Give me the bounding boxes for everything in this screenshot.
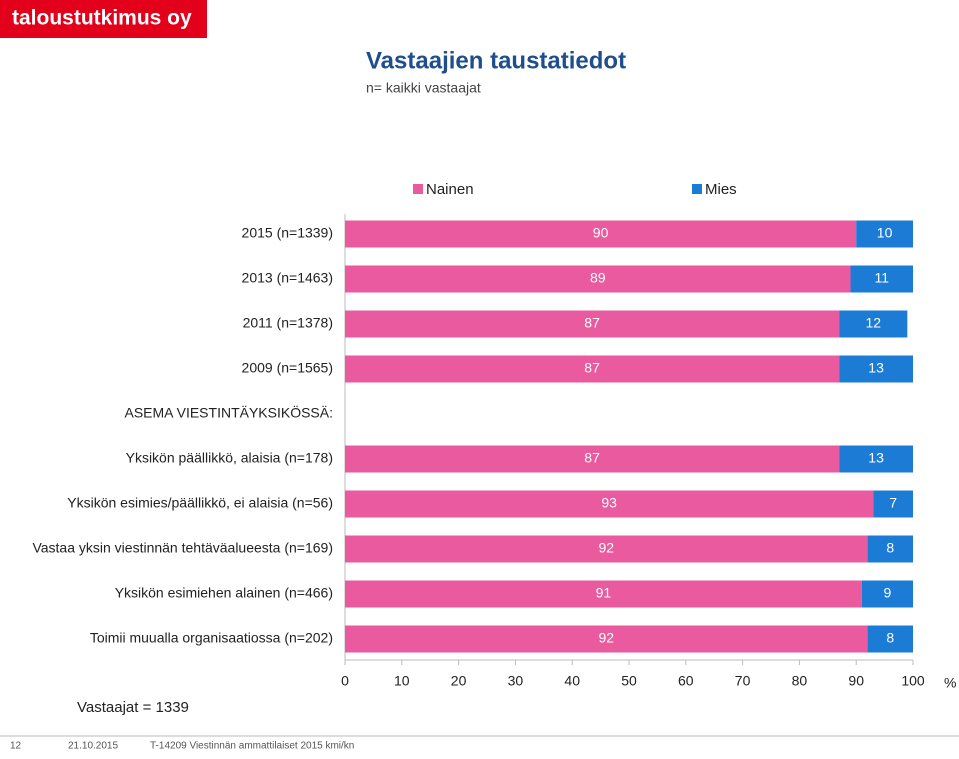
x-tick-label: 80 xyxy=(792,673,808,689)
footer-page: 12 xyxy=(10,741,22,752)
x-tick-label: 40 xyxy=(564,673,580,689)
bar-segment xyxy=(345,535,868,563)
x-tick-label: 70 xyxy=(735,673,751,689)
y-tick-label: ASEMA VIESTINTÄYKSIKÖSSÄ: xyxy=(124,404,333,421)
bar-segment xyxy=(345,310,840,338)
data-label: 87 xyxy=(584,360,600,376)
y-tick-label: 2013 (n=1463) xyxy=(242,270,333,286)
x-axis-label: % xyxy=(944,675,956,691)
bar-segment xyxy=(345,625,868,653)
data-label: 91 xyxy=(596,585,612,601)
logo-box xyxy=(0,0,207,38)
data-label: 13 xyxy=(868,450,884,466)
y-tick-label: Yksikön esimies/päällikkö, ei alaisia (n… xyxy=(67,495,333,511)
bar-segment xyxy=(345,220,857,248)
data-label: 93 xyxy=(601,495,617,511)
data-label: 8 xyxy=(886,540,894,556)
x-tick-label: 60 xyxy=(678,673,694,689)
x-tick-label: 50 xyxy=(621,673,637,689)
bar-segment xyxy=(873,490,913,518)
bar-segment xyxy=(345,445,840,473)
bar-segment xyxy=(345,265,851,293)
bar-segment xyxy=(839,355,913,383)
y-tick-label: Yksikön päällikkö, alaisia (n=178) xyxy=(126,450,333,466)
data-label: 9 xyxy=(884,585,892,601)
legend-label: Mies xyxy=(705,181,737,198)
legend-swatch xyxy=(692,184,702,194)
y-tick-label: Vastaa yksin viestinnän tehtäväalueesta … xyxy=(32,540,333,556)
data-label: 7 xyxy=(889,495,897,511)
chart-subtitle: n= kaikki vastaajat xyxy=(366,80,481,96)
footer-project: T-14209 Viestinnän ammattilaiset 2015 km… xyxy=(150,741,354,752)
data-label: 87 xyxy=(584,450,600,466)
y-tick-label: Yksikön esimiehen alainen (n=466) xyxy=(115,585,333,601)
bar-segment xyxy=(867,535,913,563)
x-tick-label: 100 xyxy=(901,673,925,689)
legend-swatch xyxy=(413,184,423,194)
data-label: 11 xyxy=(874,270,889,286)
data-label: 13 xyxy=(868,360,884,376)
legend-label: Nainen xyxy=(426,181,474,198)
y-tick-label: Toimii muualla organisaatiossa (n=202) xyxy=(90,630,333,646)
bar-segment xyxy=(345,580,862,608)
bar-segment xyxy=(345,490,874,518)
bar-segment xyxy=(839,445,913,473)
bar-segment xyxy=(850,265,913,293)
data-label: 89 xyxy=(590,270,606,286)
footer-date: 21.10.2015 xyxy=(68,741,118,752)
data-label: 12 xyxy=(865,315,881,331)
logo: taloustutkimus oy xyxy=(12,7,192,30)
data-label: 87 xyxy=(584,315,600,331)
x-tick-label: 30 xyxy=(508,673,524,689)
x-tick-label: 20 xyxy=(451,673,467,689)
y-tick-label: 2011 (n=1378) xyxy=(243,315,333,331)
data-label: 8 xyxy=(886,630,894,646)
bar-segment xyxy=(839,310,908,338)
x-tick-label: 10 xyxy=(394,673,410,689)
annotation: Vastaajat = 1339 xyxy=(77,699,189,716)
y-tick-label: 2009 (n=1565) xyxy=(242,360,333,376)
bar-segment xyxy=(856,220,913,248)
bar-segment xyxy=(867,625,913,653)
bar-segment xyxy=(345,355,840,383)
data-label: 10 xyxy=(877,225,893,241)
data-label: 92 xyxy=(598,630,614,646)
bar-segment xyxy=(861,580,913,608)
chart-title: Vastaajien taustatiedot xyxy=(366,47,626,74)
y-tick-label: 2015 (n=1339) xyxy=(242,225,333,241)
data-label: 90 xyxy=(593,225,609,241)
data-label: 92 xyxy=(598,540,614,556)
x-tick-label: 0 xyxy=(341,673,349,689)
x-tick-label: 90 xyxy=(848,673,864,689)
